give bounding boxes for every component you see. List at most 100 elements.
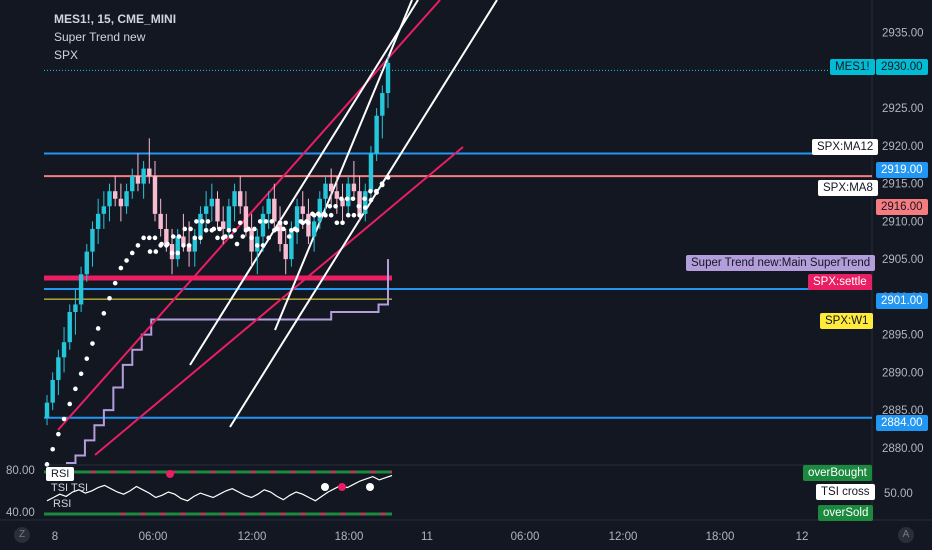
tsi-title[interactable]: TSI TSI [51, 482, 89, 494]
supertrend-dot [84, 356, 90, 361]
supertrend-upper-dot [228, 234, 234, 239]
supertrend-upper-dot [292, 226, 298, 232]
candle-body [340, 198, 345, 207]
supertrend-upper-dot [252, 226, 257, 232]
supertrend-main-line [66, 259, 389, 464]
y-tick-label: 2920.00 [882, 141, 924, 153]
settle-price-tag: 2901.00 [876, 293, 928, 309]
candle-body [334, 191, 340, 199]
rsi-title-2[interactable]: RSI [53, 498, 72, 510]
supertrend-upper-dot [176, 234, 182, 239]
candle-body [50, 379, 55, 403]
candle-body [44, 402, 50, 418]
x-tick-label: 18:00 [706, 531, 735, 543]
supertrend-upper-dot [194, 219, 199, 224]
supertrend-upper-dot [350, 196, 356, 202]
supertrend-dot [215, 235, 220, 241]
supertrend-dot [124, 258, 129, 263]
candle-body [368, 153, 374, 192]
supertrend-upper-dot [275, 226, 280, 232]
candle-body [323, 183, 328, 199]
supertrend-dot [362, 205, 368, 210]
rsi-line [46, 474, 393, 502]
supertrend-upper-dot [362, 196, 367, 202]
supertrend-upper-dot [188, 226, 193, 232]
symbol-title[interactable]: MES1!, 15, CME_MINI [54, 12, 177, 26]
supertrend-upper-dot [344, 196, 350, 202]
candle-body [266, 198, 271, 214]
supertrend-upper-dot [211, 226, 217, 232]
supertrend-upper-dot [199, 219, 205, 224]
supertrend-tag: Super Trend new:Main SuperTrend [686, 255, 876, 271]
supertrend-upper-dot [269, 219, 275, 224]
candle-body [363, 191, 368, 214]
candle-body [192, 236, 197, 252]
channel-upper-white [189, 0, 419, 366]
supertrend-dot [237, 220, 243, 226]
candle-body [73, 304, 78, 312]
candle-body [215, 198, 220, 222]
supertrend-dot [73, 386, 78, 392]
candle-body [124, 191, 129, 207]
supertrend-upper-dot [298, 219, 304, 224]
y-tick-label: 2890.00 [882, 367, 924, 379]
rsi-title-tag[interactable]: RSI [46, 467, 75, 481]
supertrend-dot [254, 243, 260, 248]
y-tick-label: 2915.00 [882, 179, 924, 191]
supertrend-upper-dot [315, 211, 321, 217]
candle-body [147, 168, 152, 177]
supertrend-upper-dot [333, 204, 338, 209]
rsi-signal-dot [321, 483, 329, 491]
supertrend-upper-dot [217, 226, 222, 232]
candle-body [249, 228, 254, 252]
candle-body [272, 198, 277, 222]
auto-scale-icon[interactable]: A [898, 527, 914, 543]
timezone-icon[interactable]: Z [14, 527, 30, 543]
supertrend-upper-dot [246, 226, 251, 232]
candle-body [78, 274, 84, 305]
supertrend-dot [340, 220, 345, 226]
supertrend-dot [345, 212, 351, 218]
candle-body [374, 115, 379, 154]
supertrend-dot [50, 446, 55, 452]
candle-body [328, 183, 334, 192]
candle-body [380, 93, 385, 116]
candle-body [277, 221, 283, 245]
supertrend-dot [169, 250, 175, 256]
supertrend-dot [203, 228, 209, 233]
rsi-signal-dot [366, 483, 374, 491]
candle-body [141, 168, 146, 184]
supertrend-upper-dot [257, 219, 263, 224]
supertrend-dot [112, 280, 118, 286]
rsi-scale-mid: 50.00 [884, 488, 913, 500]
supertrend-upper-dot [321, 211, 327, 217]
supertrend-upper-dot [240, 234, 246, 239]
supertrend-dot [385, 175, 391, 180]
supertrend-dot [107, 295, 112, 301]
candle-body [118, 198, 124, 207]
channel-lower-pink [94, 146, 464, 456]
last-symbol-tag: MES1! [830, 59, 875, 75]
supertrend-dot [152, 235, 158, 241]
settle-tag: SPX:settle [808, 274, 872, 290]
candle-body [238, 191, 243, 207]
y-tick-label: 2935.00 [882, 28, 924, 40]
ma8-tag: SPX:MA8 [818, 180, 878, 196]
supertrend-dot [357, 212, 362, 218]
supertrend-upper-dot [339, 196, 344, 202]
ma12-price-tag: 2919.00 [876, 162, 928, 178]
candle-body [283, 244, 288, 260]
supertrend-upper-dot [327, 204, 333, 209]
candle-body [317, 198, 322, 222]
candle-body [351, 183, 357, 192]
supertrend-upper-dot [205, 219, 211, 224]
indicator-spx-title[interactable]: SPX [54, 48, 79, 62]
supertrend-upper-dot [368, 188, 373, 194]
indicator-supertrend-title[interactable]: Super Trend new [54, 30, 146, 44]
candle-body [232, 191, 237, 207]
supertrend-upper-dot [147, 249, 153, 254]
supertrend-dot [56, 431, 61, 437]
candle-body [67, 312, 72, 343]
ma12-tag: SPX:MA12 [812, 139, 879, 155]
